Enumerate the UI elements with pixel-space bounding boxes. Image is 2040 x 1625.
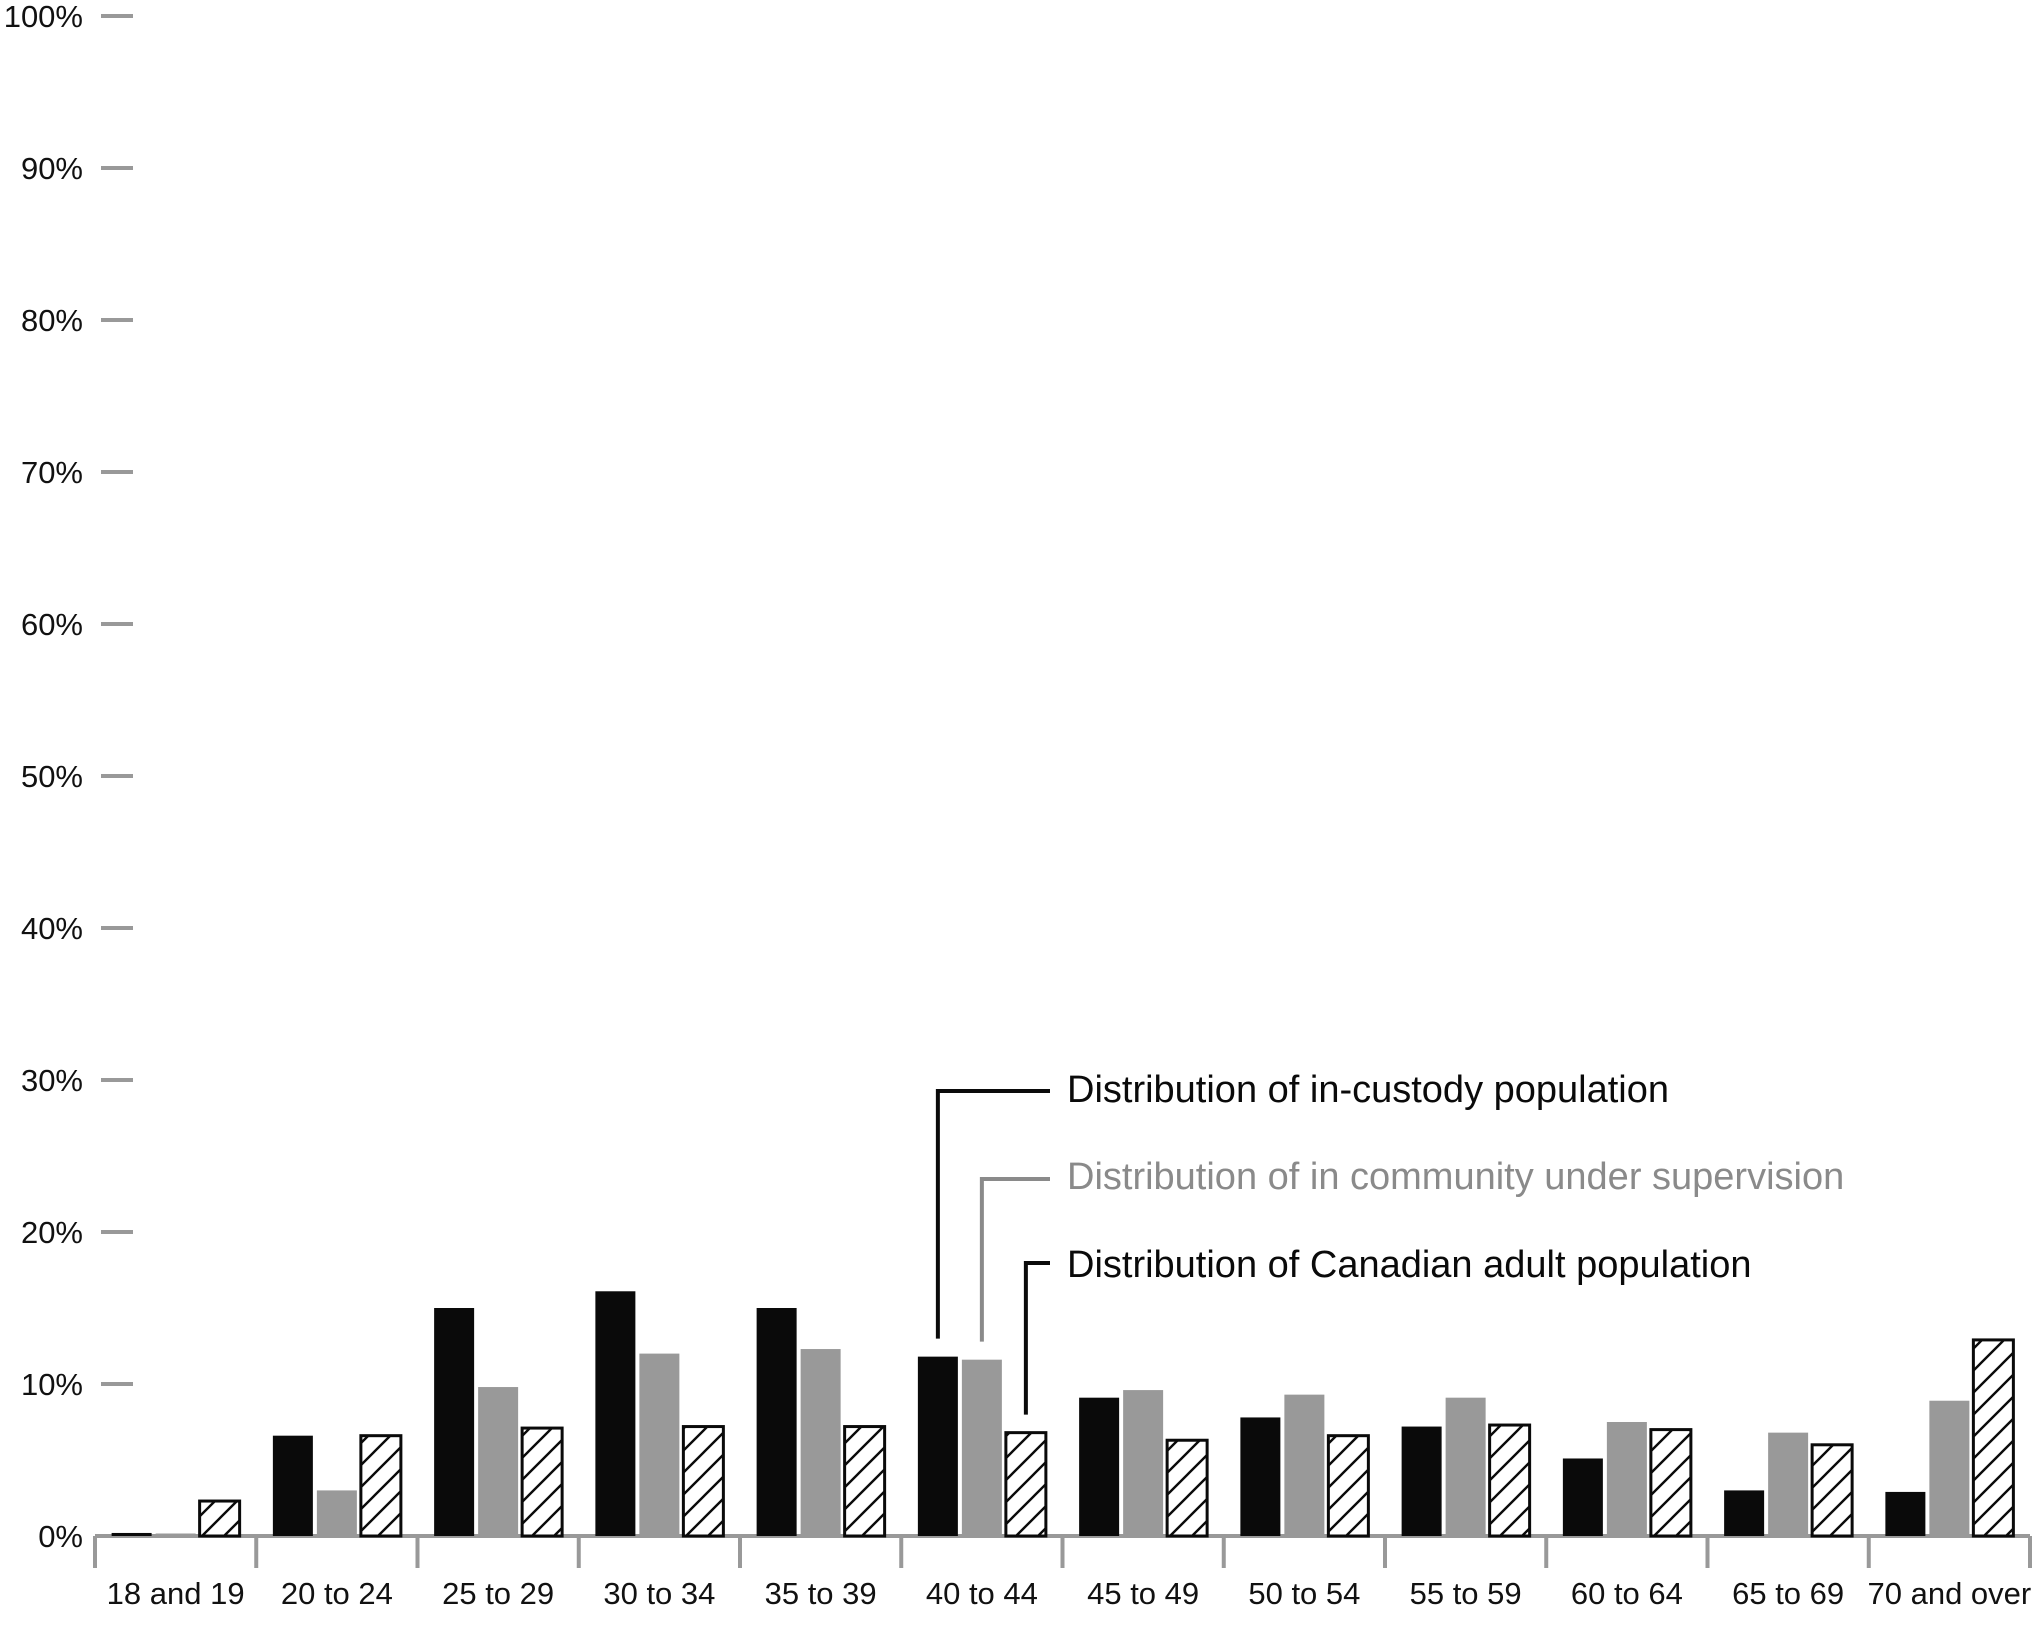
- bar-canadian-adult: [1165, 1438, 1209, 1538]
- bar-in-custody: [595, 1291, 636, 1536]
- x-tick-label: 18 and 19: [107, 1576, 245, 1611]
- y-tick-label: 10%: [21, 1367, 83, 1402]
- legend: Distribution of in-custody population Dis…: [935, 1069, 1844, 1415]
- y-tick-label: 0%: [38, 1519, 83, 1554]
- y-tick-label: 100%: [4, 0, 83, 34]
- bar-community-supervision: [1123, 1390, 1164, 1536]
- bar-community-supervision: [961, 1359, 1002, 1536]
- bar-canadian-adult: [843, 1425, 887, 1538]
- y-tick-label: 70%: [21, 455, 83, 490]
- bar-canadian-adult: [1649, 1428, 1693, 1538]
- bar-community-supervision: [316, 1490, 357, 1536]
- bar-canadian-adult: [681, 1425, 725, 1538]
- legend-label: Distribution of in community under super…: [1067, 1156, 1844, 1198]
- bar-canadian-adult: [520, 1426, 564, 1538]
- x-tick-label: 40 to 44: [926, 1576, 1038, 1611]
- bar-community-supervision: [1606, 1422, 1647, 1536]
- x-tick-label: 35 to 39: [765, 1576, 877, 1611]
- y-tick-label: 80%: [21, 303, 83, 338]
- bar-canadian-adult: [1810, 1443, 1854, 1538]
- x-tick-label: 20 to 24: [281, 1576, 393, 1611]
- bar-canadian-adult: [359, 1434, 403, 1538]
- bar-in-custody: [756, 1308, 797, 1536]
- x-tick-label: 70 and over: [1868, 1576, 2032, 1611]
- bars: [111, 1291, 2015, 1538]
- bar-canadian-adult: [1326, 1434, 1370, 1538]
- x-tick-label: 45 to 49: [1087, 1576, 1199, 1611]
- x-axis: 18 and 19 20 to 24 25 to 29 30 to 34 35 to 3…: [93, 1534, 2032, 1611]
- x-tick-label: 50 to 54: [1248, 1576, 1360, 1611]
- bar-in-custody: [1724, 1490, 1765, 1536]
- bar-community-supervision: [478, 1387, 519, 1536]
- y-tick-label: 60%: [21, 607, 83, 642]
- bar-in-custody: [111, 1532, 152, 1536]
- legend-leader-line: [1023, 1261, 1050, 1415]
- bar-in-custody: [434, 1308, 475, 1536]
- bar-canadian-adult: [1004, 1431, 1048, 1538]
- bar-community-supervision: [800, 1349, 841, 1536]
- y-tick-label: 20%: [21, 1215, 83, 1250]
- legend-leader-line: [979, 1177, 1050, 1342]
- bar-community-supervision: [155, 1533, 196, 1536]
- bar-community-supervision: [1284, 1394, 1325, 1536]
- x-tick-label: 30 to 34: [603, 1576, 715, 1611]
- bar-in-custody: [1079, 1397, 1120, 1536]
- bar-in-custody: [1240, 1417, 1281, 1536]
- bar-in-custody: [272, 1435, 313, 1536]
- x-tick-label: 55 to 59: [1410, 1576, 1522, 1611]
- y-tick-label: 50%: [21, 759, 83, 794]
- y-axis: 0% 10% 20% 30% 40% 50% 60% 70% 80% 90% 100%: [4, 0, 133, 1554]
- bar-in-custody: [1401, 1426, 1442, 1536]
- bar-community-supervision: [639, 1353, 680, 1536]
- bar-canadian-adult: [1488, 1423, 1532, 1538]
- bar-in-custody: [1885, 1491, 1926, 1536]
- bar-in-custody: [917, 1356, 958, 1536]
- bar-community-supervision: [1445, 1397, 1486, 1536]
- bar-community-supervision: [1768, 1432, 1809, 1536]
- y-tick-label: 40%: [21, 911, 83, 946]
- legend-leader-line: [935, 1089, 1050, 1339]
- bar-in-custody: [1562, 1458, 1603, 1536]
- legend-label: Distribution of Canadian adult populatio…: [1067, 1244, 1751, 1286]
- legend-label: Distribution of in-custody population: [1067, 1069, 1669, 1111]
- bar-canadian-adult: [198, 1499, 242, 1538]
- x-tick-label: 60 to 64: [1571, 1576, 1683, 1611]
- y-tick-label: 90%: [21, 151, 83, 186]
- x-tick-label: 25 to 29: [442, 1576, 554, 1611]
- x-tick-label: 65 to 69: [1732, 1576, 1844, 1611]
- y-tick-label: 30%: [21, 1063, 83, 1098]
- bar-canadian-adult: [1971, 1338, 2015, 1538]
- bar-community-supervision: [1929, 1400, 1970, 1536]
